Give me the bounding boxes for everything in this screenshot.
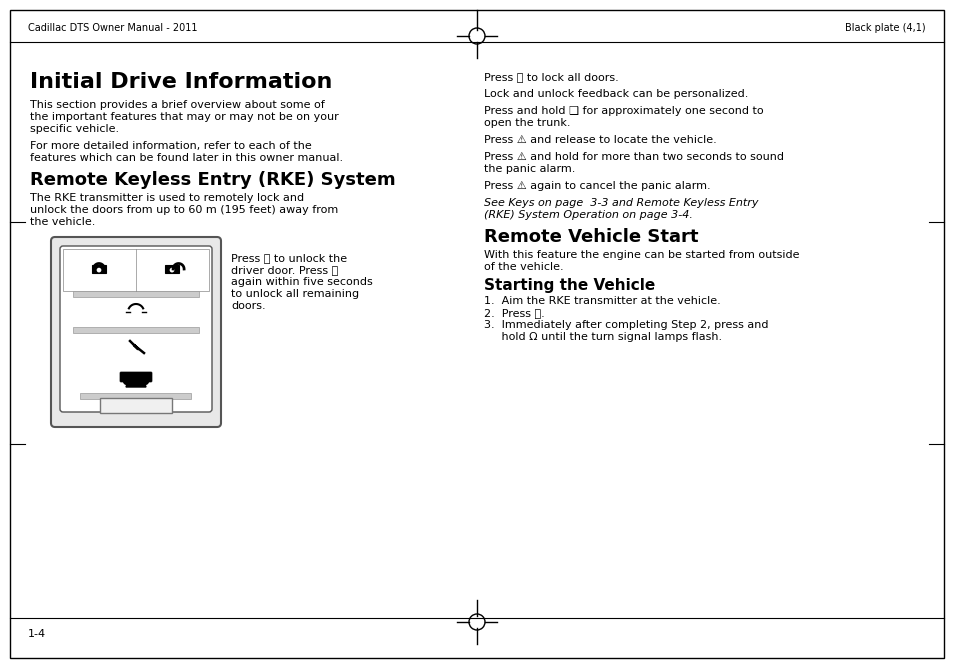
Bar	[80, 393, 191, 399]
FancyBboxPatch shape	[60, 246, 212, 412]
Text: With this feature the engine can be started from outside: With this feature the engine can be star…	[483, 250, 799, 260]
Circle shape	[171, 269, 173, 272]
Text: driver door. Press ⚿: driver door. Press ⚿	[231, 265, 338, 275]
Bar	[73, 327, 199, 333]
Bar	[63, 249, 209, 291]
Text: Press ⚠ and release to locate the vehicle.: Press ⚠ and release to locate the vehicl…	[483, 135, 716, 145]
Text: Cadillac DTS Owner Manual - 2011: Cadillac DTS Owner Manual - 2011	[28, 23, 197, 33]
Polygon shape	[126, 381, 146, 387]
Text: Initial Drive Information: Initial Drive Information	[30, 72, 332, 92]
Text: Remote Keyless Entry (RKE) System: Remote Keyless Entry (RKE) System	[30, 171, 395, 189]
Text: Press and hold ❑ for approximately one second to: Press and hold ❑ for approximately one s…	[483, 106, 762, 116]
FancyBboxPatch shape	[120, 372, 152, 382]
Text: 3.  Immediately after completing Step 2, press and: 3. Immediately after completing Step 2, …	[483, 320, 768, 330]
Text: Press ⚿ to unlock the: Press ⚿ to unlock the	[231, 253, 347, 263]
Text: features which can be found later in this owner manual.: features which can be found later in thi…	[30, 153, 343, 163]
Text: unlock the doors from up to 60 m (195 feet) away from: unlock the doors from up to 60 m (195 fe…	[30, 205, 338, 215]
Text: doors.: doors.	[231, 301, 265, 311]
Text: This section provides a brief overview about some of: This section provides a brief overview a…	[30, 100, 324, 110]
Text: 2.  Press ⚿.: 2. Press ⚿.	[483, 308, 544, 318]
FancyBboxPatch shape	[51, 237, 221, 427]
Text: hold Ω until the turn signal lamps flash.: hold Ω until the turn signal lamps flash…	[483, 332, 721, 342]
Text: Press ⚿ to lock all doors.: Press ⚿ to lock all doors.	[483, 72, 618, 82]
Text: See Keys on page  3-3 and Remote Keyless Entry: See Keys on page 3-3 and Remote Keyless …	[483, 198, 758, 208]
Circle shape	[123, 377, 131, 385]
Bar	[165, 265, 178, 273]
Text: Lock and unlock feedback can be personalized.: Lock and unlock feedback can be personal…	[483, 89, 747, 99]
Text: The RKE transmitter is used to remotely lock and: The RKE transmitter is used to remotely …	[30, 193, 304, 203]
Text: the panic alarm.: the panic alarm.	[483, 164, 575, 174]
Text: specific vehicle.: specific vehicle.	[30, 124, 119, 134]
Text: 1-4: 1-4	[28, 629, 46, 639]
Text: again within five seconds: again within five seconds	[231, 277, 373, 287]
Bar	[92, 265, 106, 273]
Text: the vehicle.: the vehicle.	[30, 217, 95, 227]
Bar	[73, 291, 199, 297]
Circle shape	[97, 269, 101, 272]
Text: Black plate (4,1): Black plate (4,1)	[844, 23, 925, 33]
Text: Remote Vehicle Start: Remote Vehicle Start	[483, 228, 698, 246]
Bar	[100, 398, 172, 413]
Text: Starting the Vehicle: Starting the Vehicle	[483, 278, 655, 293]
Text: of the vehicle.: of the vehicle.	[483, 262, 563, 272]
Text: (RKE) System Operation on page 3-4.: (RKE) System Operation on page 3-4.	[483, 210, 692, 220]
Text: open the trunk.: open the trunk.	[483, 118, 570, 128]
Text: the important features that may or may not be on your: the important features that may or may n…	[30, 112, 338, 122]
Circle shape	[141, 377, 149, 385]
Text: Press ⚠ again to cancel the panic alarm.: Press ⚠ again to cancel the panic alarm.	[483, 181, 710, 191]
Text: to unlock all remaining: to unlock all remaining	[231, 289, 358, 299]
Text: Press ⚠ and hold for more than two seconds to sound: Press ⚠ and hold for more than two secon…	[483, 152, 783, 162]
Text: 1.  Aim the RKE transmitter at the vehicle.: 1. Aim the RKE transmitter at the vehicl…	[483, 296, 720, 306]
Text: For more detailed information, refer to each of the: For more detailed information, refer to …	[30, 141, 312, 151]
